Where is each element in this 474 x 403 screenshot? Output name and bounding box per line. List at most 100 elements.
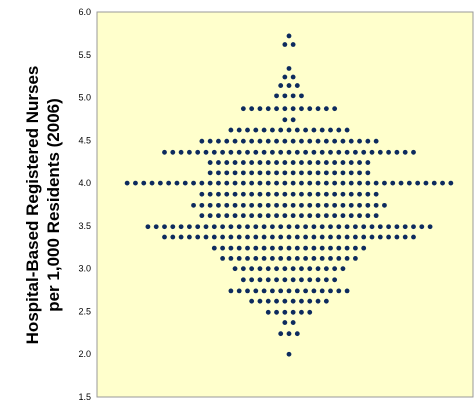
data-point — [240, 213, 246, 219]
data-point — [286, 256, 292, 261]
data-point — [340, 213, 346, 219]
data-point — [311, 127, 317, 133]
data-point — [294, 83, 300, 88]
data-point — [240, 160, 246, 165]
data-point — [290, 180, 296, 186]
data-point — [286, 234, 292, 240]
data-point — [303, 149, 308, 155]
data-point — [315, 266, 321, 272]
data-point — [253, 256, 259, 261]
data-point — [282, 213, 288, 219]
data-point — [303, 127, 308, 133]
data-point — [211, 224, 217, 230]
data-point — [228, 127, 234, 133]
data-point — [257, 160, 263, 165]
data-point — [369, 234, 375, 240]
data-point — [369, 224, 375, 230]
data-point — [207, 191, 213, 197]
data-point — [220, 149, 226, 155]
data-point — [307, 180, 313, 186]
data-point — [240, 266, 246, 272]
data-point — [294, 256, 300, 261]
data-point — [282, 93, 288, 99]
data-point — [153, 224, 159, 230]
data-point — [245, 234, 250, 240]
data-point — [398, 180, 404, 186]
data-point — [195, 234, 201, 240]
data-point — [270, 256, 275, 261]
data-point — [224, 170, 230, 176]
data-point — [307, 170, 313, 176]
data-point — [265, 170, 271, 176]
data-point — [199, 213, 205, 219]
data-point — [361, 234, 367, 240]
data-point — [290, 266, 296, 272]
data-point — [282, 74, 288, 80]
data-point — [348, 180, 354, 186]
data-point — [228, 234, 234, 240]
data-point — [307, 191, 313, 197]
data-point — [187, 234, 192, 240]
data-point — [240, 277, 246, 283]
data-point — [336, 245, 342, 251]
data-point — [261, 245, 267, 251]
data-point — [282, 277, 288, 283]
data-point — [394, 149, 400, 155]
data-point — [328, 224, 333, 230]
data-point — [261, 224, 267, 230]
data-point — [307, 277, 313, 283]
data-point — [178, 149, 184, 155]
data-point — [353, 224, 358, 230]
data-point — [311, 149, 317, 155]
data-point — [328, 256, 333, 261]
data-point — [274, 160, 279, 165]
data-point — [265, 180, 271, 186]
data-point — [315, 160, 321, 165]
data-point — [265, 106, 271, 112]
data-point — [282, 106, 288, 112]
data-point — [423, 180, 429, 186]
data-point — [270, 288, 275, 294]
data-point — [315, 170, 321, 176]
data-point — [299, 93, 304, 99]
data-point — [340, 138, 346, 144]
data-point — [386, 149, 391, 155]
data-point — [290, 160, 296, 165]
data-point — [211, 149, 217, 155]
data-point — [315, 202, 321, 208]
data-point — [307, 106, 313, 112]
data-point — [232, 138, 238, 144]
data-point — [207, 170, 213, 176]
data-point — [240, 170, 246, 176]
data-point — [245, 256, 250, 261]
data-point — [315, 138, 321, 144]
data-point — [187, 149, 192, 155]
data-point — [353, 256, 358, 261]
data-point — [249, 213, 255, 219]
data-point — [323, 160, 329, 165]
data-point — [245, 288, 250, 294]
y-tick-label: 6.0 — [78, 7, 91, 17]
data-point — [278, 245, 284, 251]
data-point — [290, 213, 296, 219]
data-point — [323, 106, 329, 112]
data-point — [174, 180, 180, 186]
data-point — [286, 351, 292, 357]
data-point — [187, 224, 192, 230]
data-point — [294, 288, 300, 294]
data-point — [257, 138, 263, 144]
data-point — [265, 160, 271, 165]
data-point — [299, 277, 304, 283]
data-point — [365, 160, 371, 165]
data-point — [166, 180, 172, 186]
data-point — [257, 180, 263, 186]
data-point — [228, 224, 234, 230]
data-point — [257, 191, 263, 197]
data-point — [369, 149, 375, 155]
data-point — [290, 138, 296, 144]
data-point — [353, 234, 358, 240]
data-point — [195, 149, 201, 155]
data-point — [344, 127, 350, 133]
data-point — [261, 149, 267, 155]
data-point — [411, 234, 416, 240]
